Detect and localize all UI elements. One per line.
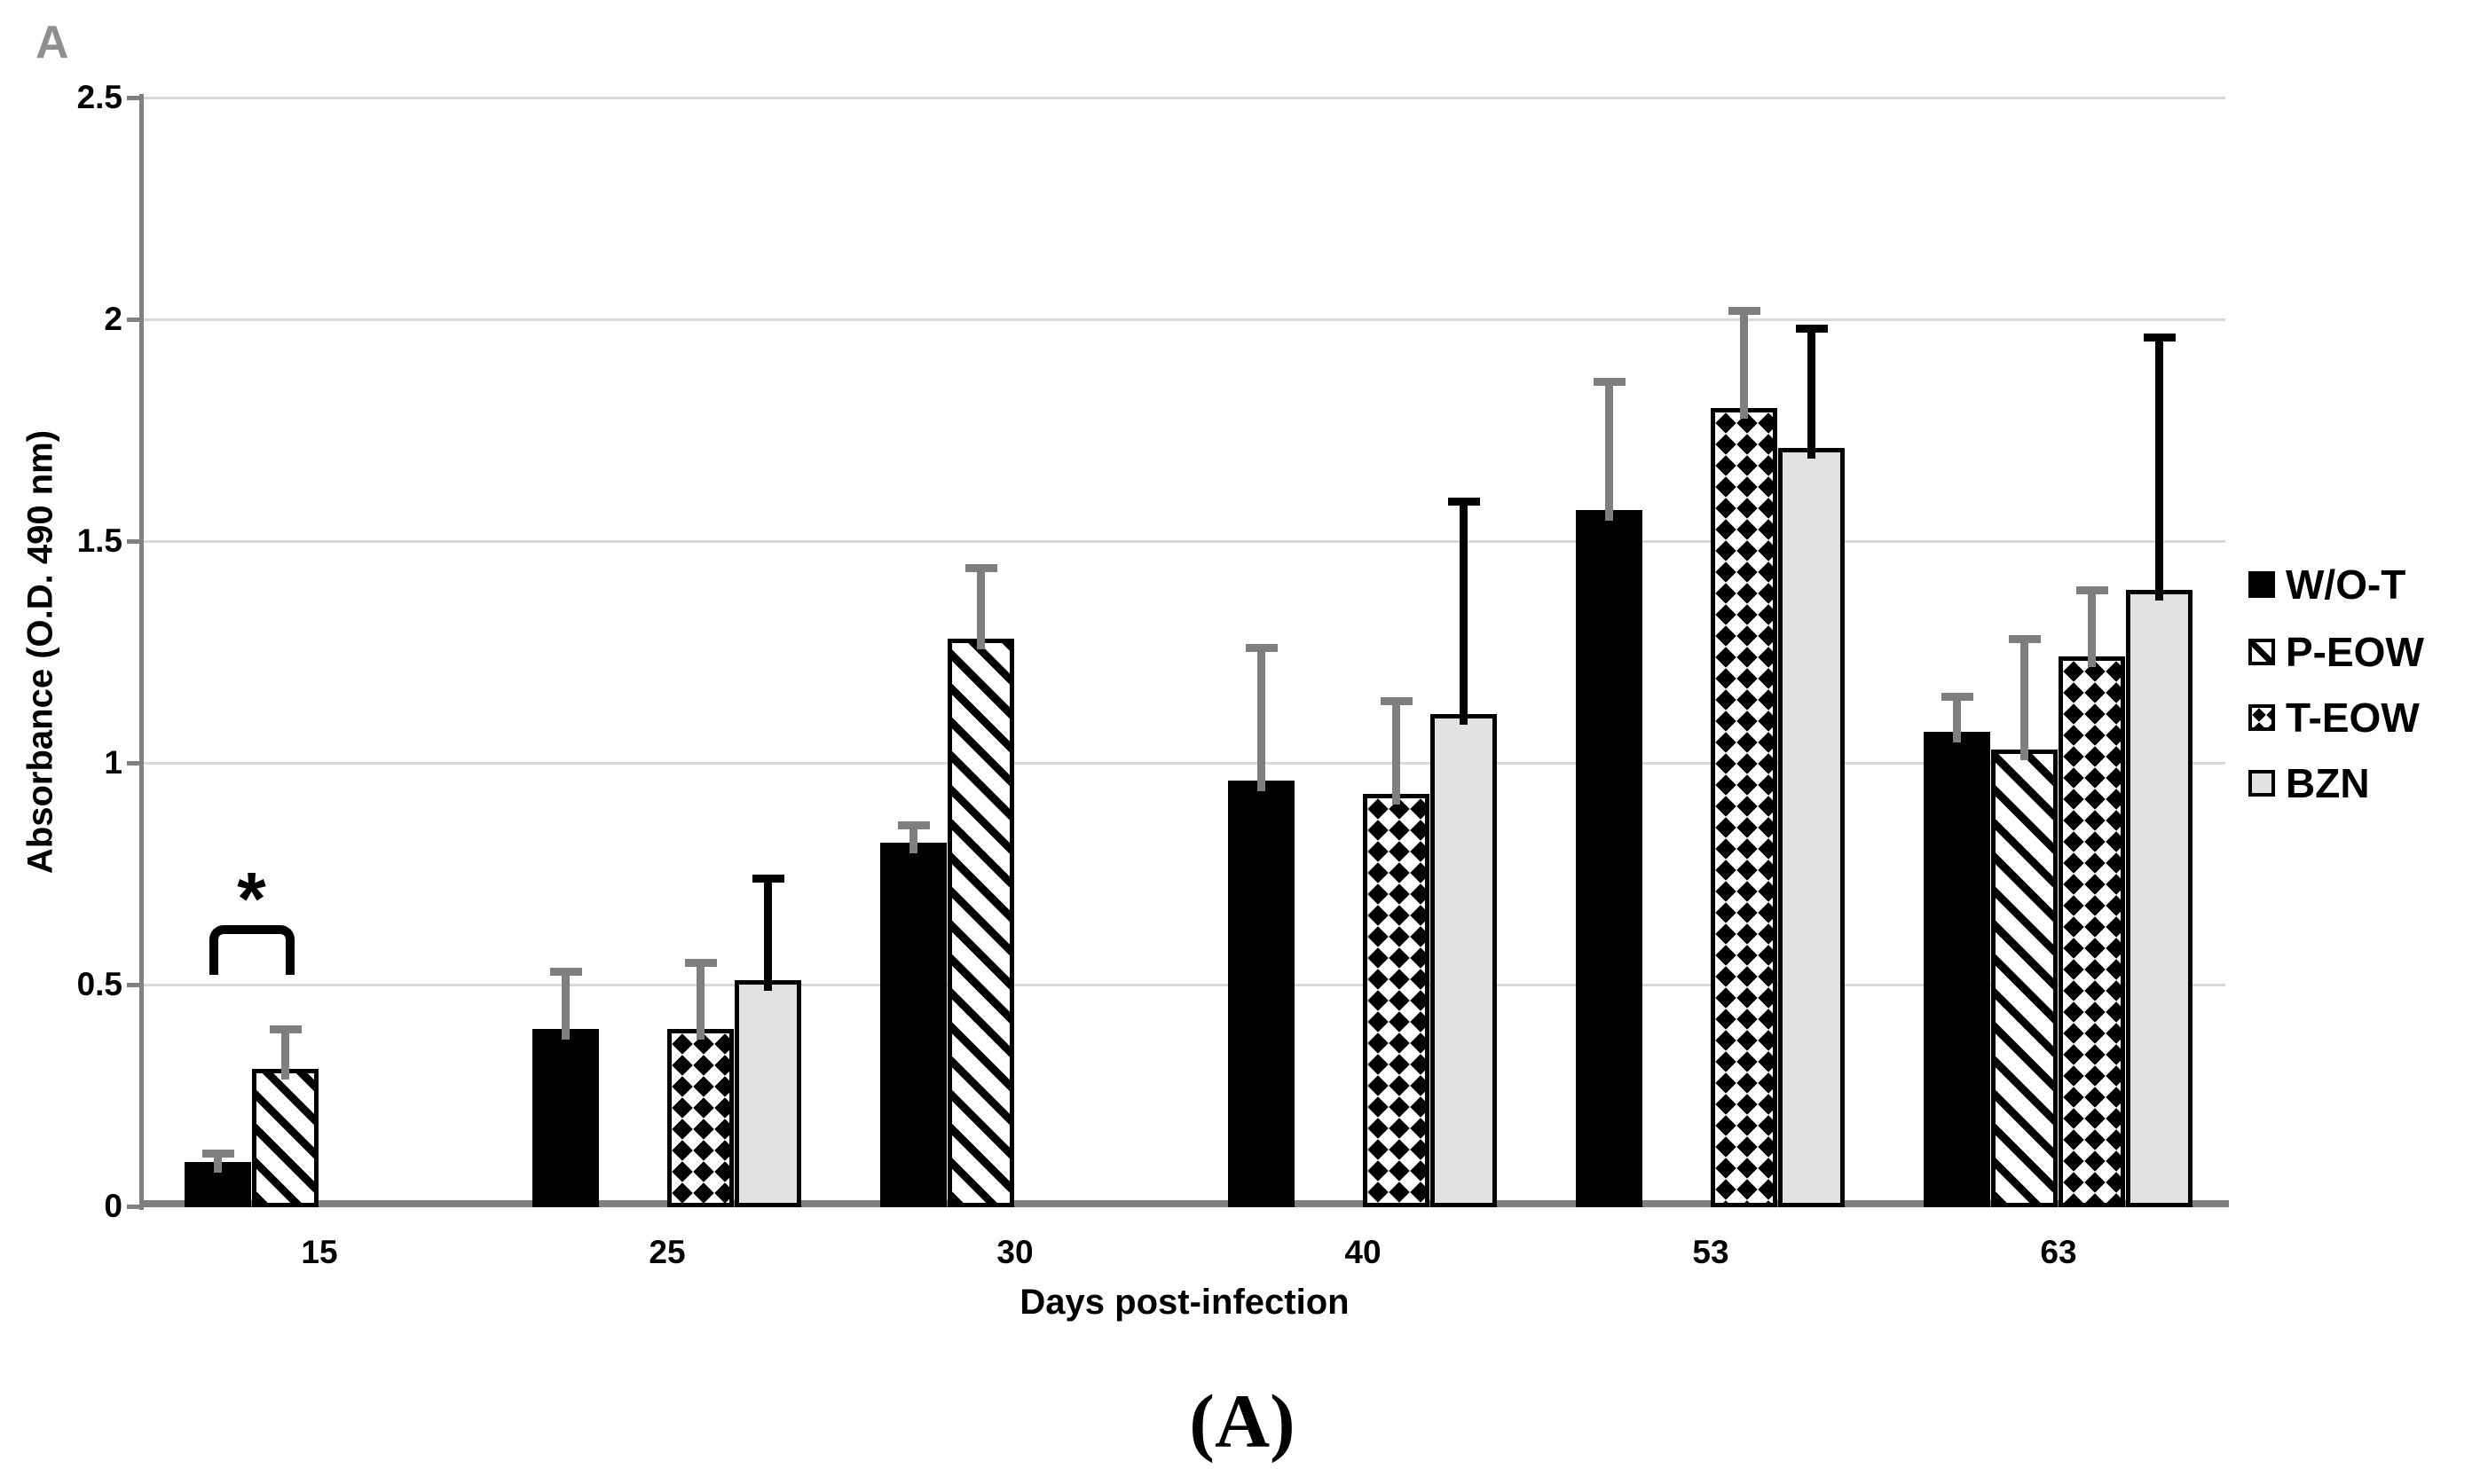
legend-label: BZN: [2286, 760, 2370, 806]
y-axis-tick: [127, 761, 139, 766]
error-bar-cap: [2075, 586, 2108, 594]
error-bar-cap: [269, 1025, 302, 1033]
x-tick-label: 63: [2040, 1234, 2077, 1270]
y-tick-label: 1.5: [76, 522, 122, 559]
legend-item-p-eow: P-EOW: [2248, 629, 2424, 675]
legend-swatch-p-eow-icon: [2248, 639, 2275, 665]
error-bar-cap: [897, 821, 930, 829]
y-axis-tick: [127, 983, 139, 987]
y-axis-tick: [127, 1205, 139, 1209]
x-tick-label: 53: [1692, 1234, 1729, 1270]
significance-star: *: [237, 856, 266, 940]
bar-t-eow-day25: [667, 1029, 734, 1207]
x-tick-label: 30: [996, 1234, 1034, 1270]
bar-w/o-t-day25: [532, 1029, 599, 1207]
bar-p-eow-day15: [252, 1069, 319, 1207]
bar-t-eow-day40: [1363, 794, 1429, 1207]
error-bar-stem: [697, 965, 705, 1040]
legend-swatch-t-eow-icon: [2248, 704, 2275, 731]
error-bar-cap: [752, 875, 784, 883]
error-bar-cap: [2008, 635, 2041, 643]
gridline: [144, 540, 2225, 543]
error-bar-stem: [1953, 699, 1961, 742]
error-bar-cap: [1795, 325, 1828, 333]
error-bar-stem: [1460, 504, 1468, 725]
x-axis-line: [139, 1200, 2229, 1207]
bar-bzn-day53: [1778, 448, 1845, 1207]
error-bar-stem: [1807, 331, 1815, 459]
y-tick-label: 1: [104, 744, 122, 781]
error-bar-cap: [1245, 644, 1278, 652]
error-bar-stem: [214, 1156, 222, 1173]
y-axis-line: [139, 94, 144, 1210]
y-axis-tick: [127, 318, 139, 322]
error-bar-cap: [1447, 498, 1480, 506]
error-bar-cap: [549, 968, 582, 976]
y-tick-label: 2: [104, 301, 122, 337]
error-bar-stem: [1740, 313, 1748, 419]
y-axis-tick: [127, 539, 139, 544]
error-bar-stem: [1392, 703, 1400, 805]
error-bar-stem: [977, 570, 985, 649]
y-axis-tick: [127, 96, 139, 100]
error-bar-cap: [964, 564, 997, 572]
x-tick-label: 25: [649, 1234, 686, 1270]
error-bar-stem: [764, 881, 772, 991]
gridline: [144, 318, 2225, 321]
bar-w/o-t-day30: [880, 843, 947, 1207]
legend-swatch-bzn-icon: [2248, 770, 2275, 797]
error-bar-cap: [1380, 697, 1413, 705]
y-tick-label: 2.5: [76, 79, 122, 115]
error-bar-cap: [201, 1150, 234, 1158]
error-bar-stem: [1605, 384, 1613, 521]
x-tick-label: 15: [301, 1234, 338, 1270]
bar-bzn-day25: [735, 980, 801, 1207]
figure-caption: (A): [1189, 1378, 1295, 1464]
y-tick-label: 0: [104, 1188, 122, 1224]
legend-label: W/O-T: [2286, 561, 2406, 608]
error-bar-stem: [2088, 593, 2096, 667]
bar-bzn-day40: [1430, 714, 1497, 1207]
error-bar-stem: [2155, 340, 2163, 601]
panel-letter: A: [35, 17, 69, 68]
bar-p-eow-day30: [948, 639, 1014, 1207]
error-bar-cap: [1728, 307, 1760, 315]
x-tick-label: 40: [1344, 1234, 1382, 1270]
legend-label: P-EOW: [2286, 629, 2424, 675]
bar-w/o-t-day40: [1228, 781, 1295, 1207]
error-bar-stem: [2020, 641, 2028, 760]
error-bar-cap: [2143, 334, 2176, 342]
error-bar-cap: [1593, 378, 1626, 386]
bar-bzn-day63: [2126, 590, 2193, 1207]
error-bar-cap: [684, 959, 717, 967]
error-bar-stem: [1257, 650, 1265, 791]
error-bar-cap: [1941, 693, 1973, 701]
x-axis-title: Days post-infection: [1020, 1283, 1350, 1322]
gridline: [144, 762, 2225, 765]
legend-swatch-w/o-t-icon: [2248, 571, 2275, 598]
error-bar-stem: [562, 974, 570, 1040]
bar-t-eow-day53: [1711, 408, 1777, 1207]
gridline: [144, 984, 2225, 986]
bar-t-eow-day63: [2059, 656, 2125, 1207]
gridline: [144, 97, 2225, 99]
bar-p-eow-day63: [1991, 750, 2058, 1207]
bar-w/o-t-day63: [1924, 732, 1990, 1207]
legend-item-bzn: BZN: [2248, 760, 2370, 806]
significance-bracket: [209, 924, 295, 975]
error-bar-stem: [281, 1032, 289, 1080]
legend-item-t-eow: T-EOW: [2248, 695, 2420, 741]
legend-label: T-EOW: [2286, 695, 2420, 741]
bar-w/o-t-day53: [1576, 510, 1642, 1207]
error-bar-stem: [909, 828, 917, 853]
legend-item-w/o-t: W/O-T: [2248, 561, 2406, 608]
y-tick-label: 0.5: [76, 966, 122, 1002]
